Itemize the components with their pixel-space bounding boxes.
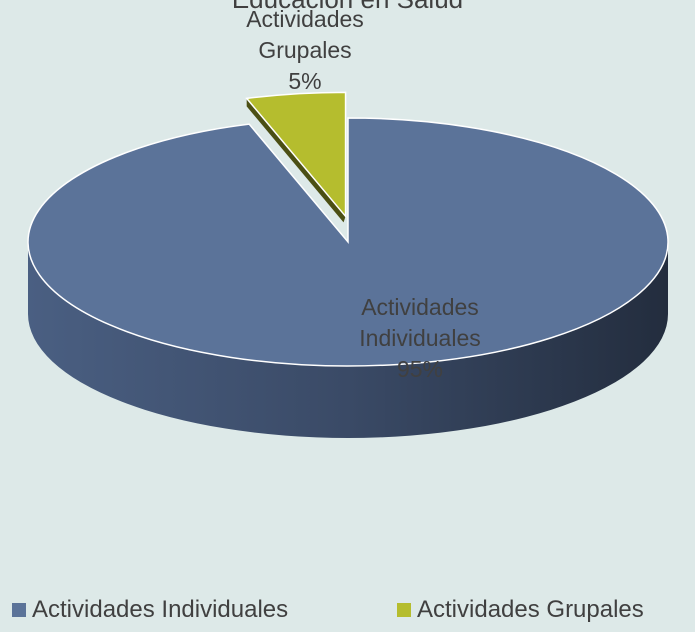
data-label-category: Actividades Grupales	[246, 6, 364, 63]
data-label: Actividades Grupales 5%	[225, 4, 385, 97]
pie-slice	[245, 91, 347, 219]
pie-slice	[27, 117, 669, 367]
data-label-value: 5%	[288, 68, 322, 94]
data-label-value: 95%	[396, 356, 444, 382]
legend-item: Actividades Grupales	[397, 596, 644, 624]
data-label-category: Actividades Individuales	[359, 294, 481, 351]
chart-title: Educación en Salud	[0, 0, 695, 15]
pie-slice-side	[246, 98, 346, 223]
legend-swatch	[397, 603, 411, 617]
legend-label: Actividades Grupales	[417, 596, 644, 623]
legend-swatch	[12, 603, 26, 617]
pie-slice-side	[28, 242, 668, 438]
legend-item: Actividades Individuales	[12, 596, 288, 624]
data-label: Actividades Individuales 95%	[330, 292, 510, 385]
legend-label: Actividades Individuales	[32, 596, 289, 623]
